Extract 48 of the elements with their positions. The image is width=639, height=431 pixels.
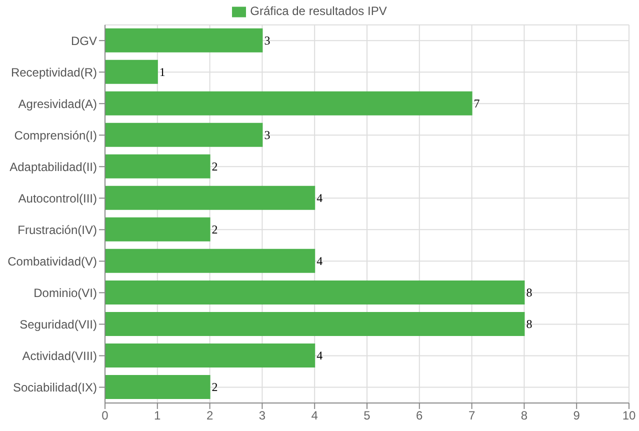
- data-label: 3: [264, 34, 270, 48]
- bar: [105, 186, 316, 210]
- x-tick-label: 4: [311, 408, 318, 423]
- data-label: 3: [264, 128, 270, 142]
- data-label: 1: [159, 65, 166, 80]
- data-label: 2: [212, 222, 218, 237]
- data-label: 4: [316, 191, 323, 206]
- data-label: 7: [474, 96, 480, 111]
- data-label: 8: [526, 286, 532, 300]
- data-label: 2: [212, 380, 218, 394]
- x-tick-label: 10: [622, 408, 636, 423]
- bar: [105, 28, 263, 52]
- bar: [105, 91, 472, 116]
- y-tick-label: Comprensión(I): [14, 128, 97, 142]
- y-tick-label: Agresividad(A): [18, 96, 97, 111]
- bar: [105, 312, 525, 336]
- x-tick-label: 2: [206, 408, 214, 423]
- y-tick-label: Seguridad(VII): [20, 317, 97, 332]
- y-tick-label: Actividad(VIII): [22, 348, 97, 363]
- y-tick-label: Combatividad(V): [8, 254, 97, 268]
- bar: [105, 122, 263, 147]
- bar: [105, 60, 158, 84]
- bar: [105, 154, 210, 178]
- x-tick-label: 3: [258, 408, 266, 423]
- x-tick-label: 0: [102, 408, 109, 423]
- x-tick-label: 8: [520, 408, 528, 423]
- y-tick-label: Frustración(IV): [18, 222, 97, 237]
- y-tick-label: Adaptabilidad(II): [10, 160, 97, 174]
- legend-label: Gráfica de resultados IPV: [250, 4, 387, 18]
- bar: [105, 280, 525, 304]
- bar: [105, 343, 316, 368]
- data-label: 4: [316, 348, 323, 363]
- y-tick-label: Receptividad(R): [10, 65, 97, 80]
- bar: [105, 248, 316, 273]
- x-tick-label: 7: [468, 408, 476, 423]
- x-tick-label: 5: [364, 408, 371, 423]
- y-tick-label: Sociabilidad(IX): [12, 380, 97, 395]
- x-tick-label: 9: [573, 408, 580, 423]
- data-label: 8: [526, 317, 532, 332]
- y-tick-label: Autocontrol(III): [18, 191, 97, 206]
- y-tick-label: Dominio(VI): [34, 286, 97, 300]
- y-tick-label: DGV: [70, 34, 97, 48]
- data-label: 2: [212, 160, 218, 174]
- bar: [105, 217, 210, 242]
- x-tick-label: 6: [416, 408, 424, 423]
- data-label: 4: [316, 254, 323, 268]
- bar: [105, 374, 210, 399]
- x-tick-label: 1: [154, 408, 162, 423]
